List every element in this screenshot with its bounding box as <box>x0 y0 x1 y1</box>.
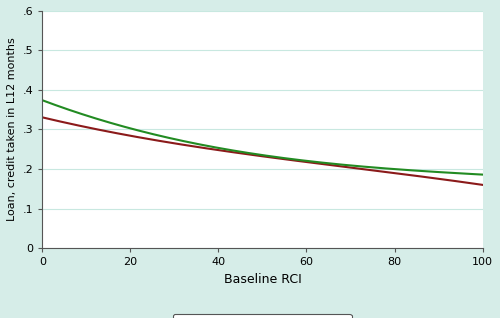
Loan <box>248 153 254 157</box>
Y-axis label: Loan, credit taken in L12 months: Loan, credit taken in L12 months <box>7 38 17 221</box>
Line: Credit: Credit <box>42 100 482 175</box>
Credit <box>40 98 46 102</box>
Credit <box>469 172 475 176</box>
Loan <box>278 157 283 161</box>
Loan <box>302 160 308 164</box>
Credit <box>480 173 486 176</box>
Credit <box>278 156 283 160</box>
Loan <box>251 153 257 157</box>
Credit <box>400 168 406 172</box>
Credit <box>248 152 254 156</box>
Loan <box>480 183 486 187</box>
Legend: Loan, Credit: Loan, Credit <box>173 314 352 318</box>
Loan <box>40 115 46 119</box>
Loan <box>400 172 406 176</box>
Credit <box>251 152 257 156</box>
Line: Loan: Loan <box>42 117 482 185</box>
Credit <box>302 159 308 162</box>
X-axis label: Baseline RCI: Baseline RCI <box>224 273 302 286</box>
Loan <box>469 182 475 185</box>
